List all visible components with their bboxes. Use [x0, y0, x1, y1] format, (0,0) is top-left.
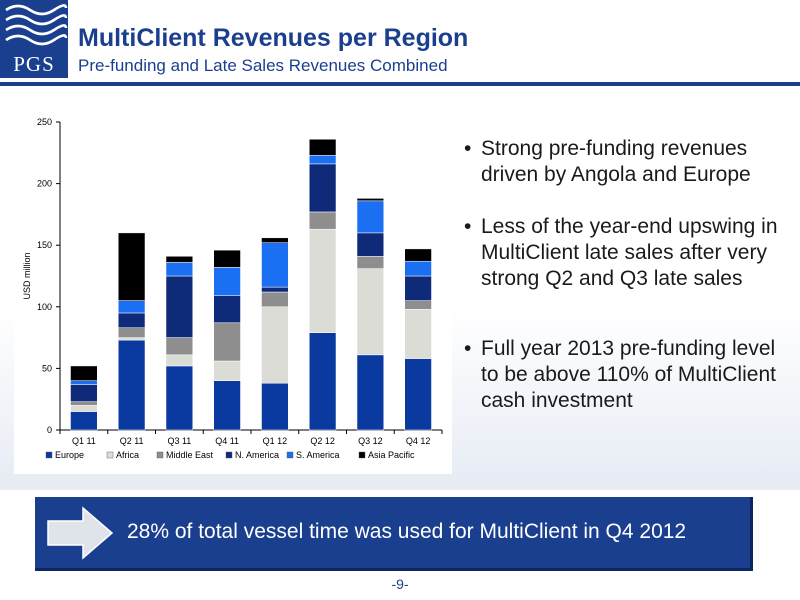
bar-segment: [309, 228, 337, 333]
bar-segment: [404, 275, 432, 301]
bar-segment: [165, 275, 193, 338]
bar-segment: [118, 312, 146, 328]
x-tick-label: Q1 12: [263, 436, 288, 446]
bar-segment: [165, 262, 193, 277]
bullet-item: Strong pre-funding revenues driven by An…: [462, 136, 792, 188]
bar-segment: [165, 365, 193, 431]
y-tick-label: 100: [37, 302, 52, 312]
y-tick-label: 50: [42, 363, 52, 373]
bar-segment: [356, 198, 384, 202]
legend-swatch: [106, 451, 114, 459]
bar-segment: [261, 242, 289, 288]
x-tick-label: Q2 12: [310, 436, 335, 446]
bar-segment: [404, 300, 432, 310]
arrow-right-icon: [47, 506, 114, 560]
pgs-logo: PGS: [0, 0, 68, 78]
bar-segment: [309, 211, 337, 230]
revenue-chart-svg: 0 50 100 150 200 250 USD million Q1 11 Q2 11 Q3 1…: [22, 117, 443, 460]
bar-segment: [356, 268, 384, 356]
bar-segment: [213, 267, 241, 296]
legend-swatch: [286, 451, 294, 459]
bar-segment: [70, 401, 98, 406]
wave-logo-icon: [5, 4, 68, 46]
bar-segment: [404, 260, 432, 277]
bar-segment: [404, 358, 432, 431]
y-tick-label: 200: [37, 179, 52, 189]
legend-label: S. America: [296, 450, 340, 460]
bar-segment: [213, 249, 241, 268]
logo-text: PGS: [13, 52, 55, 76]
bar-segment: [165, 354, 193, 367]
bar-segment: [261, 291, 289, 308]
legend-swatch: [45, 451, 53, 459]
legend-swatch: [156, 451, 164, 459]
bar-segment: [356, 354, 384, 431]
bar-segment: [309, 138, 337, 156]
legend-swatch: [358, 451, 366, 459]
x-tick-label: Q4 12: [406, 436, 431, 446]
page-title: MultiClient Revenues per Region: [78, 24, 469, 52]
y-axis-label: USD million: [22, 252, 32, 299]
bar-segment: [118, 337, 146, 341]
x-tick-label: Q1 11: [72, 436, 96, 446]
y-tick-label: 0: [47, 425, 52, 435]
legend-label: Asia Pacific: [368, 450, 415, 460]
bar-segment: [309, 332, 337, 431]
x-tick-label: Q3 12: [358, 436, 383, 446]
bar-segment: [404, 309, 432, 359]
bar-segment: [70, 380, 98, 385]
banner-text: 28% of total vessel time was used for Mu…: [127, 520, 687, 543]
bar-segment: [309, 155, 337, 165]
legend-label: Europe: [55, 450, 84, 460]
legend-swatch: [225, 451, 233, 459]
bar-segment: [356, 232, 384, 257]
bar-segment: [261, 286, 289, 293]
bar-segment: [118, 300, 146, 314]
bar-segment: [70, 405, 98, 412]
header-divider: [0, 82, 800, 86]
bar-segment: [213, 322, 241, 362]
bar-segment: [404, 248, 432, 262]
highlight-banner: 28% of total vessel time was used for Mu…: [35, 497, 753, 571]
bullet-item: Less of the year-end upswing in MultiCli…: [462, 214, 792, 292]
bar-segment: [261, 237, 289, 243]
page-number: -9-: [391, 576, 409, 592]
y-tick-label: 150: [37, 240, 52, 250]
bar-segment: [118, 327, 146, 338]
x-tick-label: Q4 11: [215, 436, 239, 446]
x-tick-label: Q2 11: [120, 436, 144, 446]
legend-label: Middle East: [166, 450, 214, 460]
bar-segment: [70, 365, 98, 381]
bar-segment: [118, 232, 146, 301]
revenue-chart: 0 50 100 150 200 250 USD million Q1 11 Q2 11 Q3 1…: [14, 104, 452, 474]
bar-segment: [356, 200, 384, 234]
bar-segment: [213, 380, 241, 431]
y-tick-label: 250: [37, 117, 52, 127]
bar-segment: [261, 306, 289, 384]
bullet-item: Full year 2013 pre-funding level to be a…: [462, 336, 792, 414]
bar-segment: [213, 360, 241, 381]
bar-segment: [70, 384, 98, 402]
bar-segment: [356, 256, 384, 269]
bar-segment: [213, 295, 241, 324]
bar-segment: [165, 256, 193, 263]
bar-segment: [309, 163, 337, 213]
page-subtitle: Pre-funding and Late Sales Revenues Comb…: [78, 56, 448, 75]
bar-segment: [70, 411, 98, 431]
bar-segment: [118, 339, 146, 431]
bar-segment: [165, 337, 193, 356]
legend-label: N. America: [235, 450, 279, 460]
bullet-list: Strong pre-funding revenues driven by An…: [462, 136, 792, 414]
legend-label: Africa: [116, 450, 139, 460]
bar-segment: [261, 382, 289, 431]
x-tick-label: Q3 11: [167, 436, 191, 446]
